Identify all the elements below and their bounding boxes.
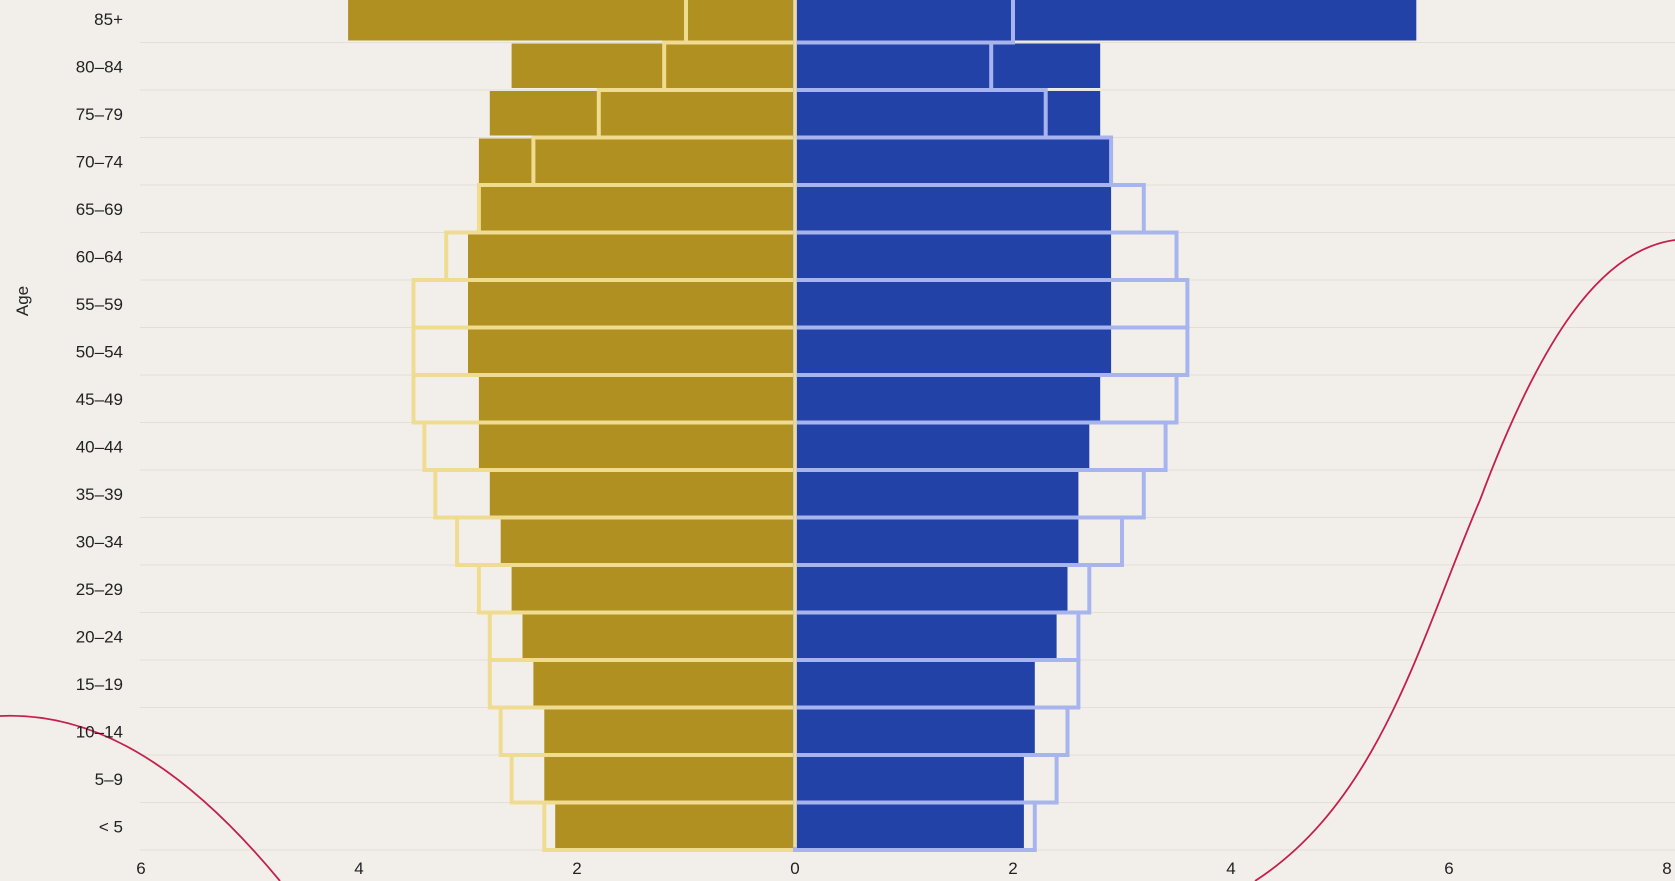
bar-left-17: [555, 803, 795, 848]
bar-right-0: [795, 0, 1417, 41]
y-tick-label: 75–79: [76, 105, 123, 124]
bar-right-13: [795, 613, 1057, 658]
bar-left-4: [478, 186, 795, 231]
x-tick-label: 4: [1226, 859, 1235, 878]
bar-left-1: [511, 43, 795, 88]
x-tick-label: 8: [1662, 859, 1671, 878]
bar-right-11: [795, 518, 1079, 563]
bar-left-8: [478, 376, 795, 421]
bar-right-9: [795, 423, 1090, 468]
bar-left-16: [544, 756, 795, 801]
y-tick-label: 45–49: [76, 390, 123, 409]
bar-right-8: [795, 376, 1101, 421]
y-tick-label: 20–24: [76, 627, 123, 646]
y-axis-label: Age: [13, 286, 32, 316]
x-tick-label: 6: [136, 859, 145, 878]
y-tick-labels: 85+ 80–84 75–79 70–74 65–69 60–64 55–59 50–54 45…: [76, 10, 123, 837]
bar-left-0: [348, 0, 795, 41]
outline-bars: [411, 0, 1190, 852]
y-tick-label: 10–14: [76, 722, 123, 741]
bar-right-7: [795, 328, 1112, 373]
x-tick-labels: 6 4 2 0 2 4 6 8: [136, 859, 1671, 878]
y-tick-label: 25–29: [76, 580, 123, 599]
bar-right-12: [795, 566, 1068, 611]
y-tick-label: 85+: [94, 10, 123, 29]
y-tick-label: 30–34: [76, 532, 123, 551]
y-tick-label: 80–84: [76, 57, 123, 76]
x-tick-label: 2: [572, 859, 581, 878]
overlay-curve: [0, 239, 1675, 881]
y-tick-label: 50–54: [76, 342, 123, 361]
bar-left-5: [468, 233, 795, 278]
x-tick-label: 4: [354, 859, 363, 878]
y-tick-label: 35–39: [76, 485, 123, 504]
bar-right-2: [795, 91, 1101, 136]
y-tick-label: 5–9: [95, 770, 123, 789]
bar-left-15: [544, 708, 795, 753]
x-tick-label: 0: [790, 859, 799, 878]
y-tick-label: 15–19: [76, 675, 123, 694]
bar-left-3: [478, 138, 795, 183]
y-tick-label: 40–44: [76, 437, 123, 456]
y-tick-label: < 5: [99, 817, 123, 836]
bar-right-1: [795, 43, 1101, 88]
bar-right-17: [795, 803, 1024, 848]
bar-left-7: [468, 328, 795, 373]
x-tick-label: 2: [1008, 859, 1017, 878]
x-tick-label: 6: [1444, 859, 1453, 878]
bar-right-3: [795, 138, 1112, 183]
y-tick-label: 70–74: [76, 152, 123, 171]
bar-left-14: [533, 661, 795, 706]
bar-right-4: [795, 186, 1112, 231]
bar-left-11: [500, 518, 795, 563]
bar-right-10: [795, 471, 1079, 516]
bar-right-15: [795, 708, 1035, 753]
bar-left-6: [468, 281, 795, 326]
bar-right-16: [795, 756, 1024, 801]
bar-right-14: [795, 661, 1035, 706]
bar-left-10: [489, 471, 795, 516]
bar-right-5: [795, 233, 1112, 278]
bar-left-13: [522, 613, 795, 658]
y-tick-label: 65–69: [76, 200, 123, 219]
bar-left-2: [489, 91, 795, 136]
bar-right-6: [795, 281, 1112, 326]
overlay-curve-line: [0, 239, 1675, 881]
bar-left-9: [478, 423, 795, 468]
y-tick-label: 60–64: [76, 247, 123, 266]
filled-bars: [348, 0, 1417, 848]
y-tick-label: 55–59: [76, 295, 123, 314]
bar-left-12: [511, 566, 795, 611]
